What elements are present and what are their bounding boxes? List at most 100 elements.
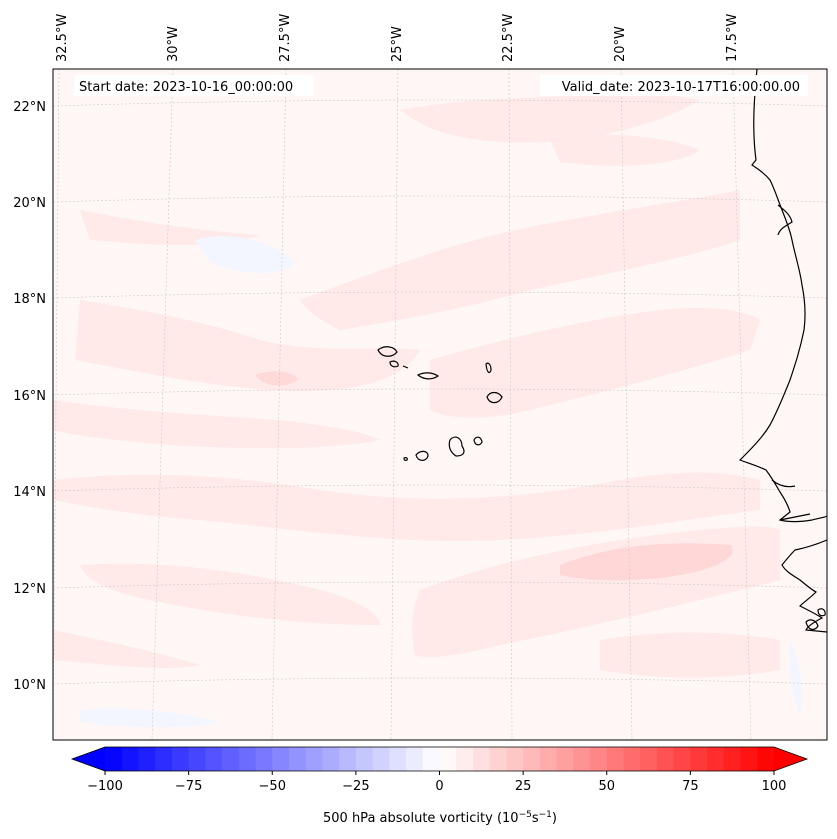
gambia-inlet (779, 513, 811, 521)
colorbar-tick-label: −25 (342, 779, 369, 794)
island-bissagos (817, 608, 826, 617)
lon-label-22.5w: 22.5°W (501, 14, 516, 62)
lon-label-30w: 30°W (166, 26, 181, 62)
colorbar-segment (155, 747, 173, 771)
latitude-labels: 22°N 20°N 18°N 16°N 14°N 12°N 10°N (13, 100, 46, 693)
colorbar-segment (523, 747, 541, 771)
longitude-labels: 32.5°W 30°W 27.5°W 25°W 22.5°W 20°W 17.5… (55, 14, 740, 62)
vorticity-band (550, 134, 700, 166)
vorticity-band (255, 371, 298, 386)
island-boa-vista (486, 391, 503, 404)
colorbar-extend-max (774, 747, 807, 771)
colorbar-segment (707, 747, 725, 771)
colorbar-tick-label: −50 (259, 779, 286, 794)
colorbar-label-unit: s (532, 811, 539, 826)
island-santiago (448, 436, 465, 457)
colorbar-extend-min (72, 747, 105, 771)
colorbar-segment (138, 747, 156, 771)
colorbar-segment (205, 747, 223, 771)
colorbar-segment (740, 747, 758, 771)
island-fogo (415, 450, 429, 461)
senegal-inlet (771, 479, 796, 488)
colorbar-segment (322, 747, 340, 771)
colorbar-segment (305, 747, 324, 771)
vorticity-band (789, 640, 802, 715)
colorbar-segment (640, 747, 658, 771)
colorbar-tick-label: 75 (682, 779, 699, 794)
colorbar-segment (673, 747, 691, 771)
vorticity-band (600, 632, 780, 678)
cape-verde-islands (377, 346, 503, 461)
valid-date-label: Valid_date: 2023-10-17T16:00:00.00 (562, 80, 800, 95)
colorbar-segment (188, 747, 206, 771)
colorbar-segment (406, 747, 424, 771)
vorticity-band (53, 400, 380, 449)
vorticity-band (80, 563, 380, 625)
lat-label-22n: 22°N (13, 100, 46, 115)
island-santo-antao (377, 346, 398, 357)
lat-label-16n: 16°N (13, 389, 46, 404)
vorticity-contour-fills (53, 90, 780, 678)
map-frame (52, 68, 828, 741)
vorticity-band (53, 472, 760, 541)
start-date-label: Start date: 2023-10-16_00:00:00 (79, 80, 293, 95)
vorticity-band (300, 190, 740, 330)
colorbar-segment (506, 747, 524, 771)
vorticity-band (80, 708, 220, 728)
colorbar-segment (439, 747, 457, 771)
vorticity-band (75, 300, 420, 392)
colorbar-tick-label: −75 (175, 779, 202, 794)
coastline (738, 69, 827, 633)
colorbar-segment (723, 747, 742, 771)
lon-label-17.5w: 17.5°W (725, 14, 740, 62)
colorbar-segment (238, 747, 257, 771)
colorbar-segment (105, 747, 123, 771)
africa-coastline (781, 539, 827, 633)
colorbar-segments (72, 747, 807, 771)
colorbar-segment (255, 747, 273, 771)
colorbar-segment (623, 747, 641, 771)
western-sahara-bay (777, 204, 793, 236)
lat-label-18n: 18°N (13, 292, 46, 307)
lon-label-27.5w: 27.5°W (278, 14, 293, 62)
lon-label-32.5w: 32.5°W (55, 14, 70, 62)
colorbar-label-close: ) (552, 811, 557, 826)
colorbar-segment (288, 747, 307, 771)
lon-label-25w: 25°W (390, 26, 405, 62)
colorbar-label-exp1: −5 (519, 810, 532, 820)
island-maio (473, 436, 483, 446)
lat-label-12n: 12°N (13, 582, 46, 597)
colorbar-tick-label: 25 (515, 779, 532, 794)
colorbar-segment (222, 747, 240, 771)
colorbar-label-main: 500 hPa absolute vorticity (10 (323, 811, 519, 826)
colorbar: −100 −75 −50 −25 0 25 50 75 100 500 hPa absolute… (70, 746, 809, 826)
start-date-box (74, 75, 314, 96)
vorticity-contour-fills-stronger (255, 371, 733, 581)
colorbar-segment (121, 747, 140, 771)
island-bissagos (805, 619, 819, 631)
colorbar-segment (339, 747, 357, 771)
vorticity-band (430, 308, 760, 418)
colorbar-segment (690, 747, 708, 771)
colorbar-segment (556, 747, 574, 771)
colorbar-segment (372, 747, 390, 771)
colorbar-segment (422, 747, 441, 771)
colorbar-tick-label: 100 (762, 779, 787, 794)
colorbar-segment (656, 747, 675, 771)
map-plot-area: Start date: 2023-10-16_00:00:00 Valid_da… (53, 69, 827, 740)
island-brava (403, 457, 408, 461)
lat-label-14n: 14°N (13, 485, 46, 500)
colorbar-segment (272, 747, 290, 771)
colorbar-segment (606, 747, 625, 771)
vorticity-band (53, 630, 200, 668)
colorbar-segment (389, 747, 407, 771)
colorbar-segment (590, 747, 608, 771)
vorticity-band (400, 90, 700, 143)
colorbar-label-exp2: −1 (539, 810, 552, 820)
colorbar-label: 500 hPa absolute vorticity (10−5s−1) (323, 810, 557, 826)
vorticity-band (600, 557, 685, 576)
island-santa-luzia (402, 365, 409, 369)
colorbar-segment (757, 747, 775, 771)
colorbar-tick-label: 50 (598, 779, 615, 794)
